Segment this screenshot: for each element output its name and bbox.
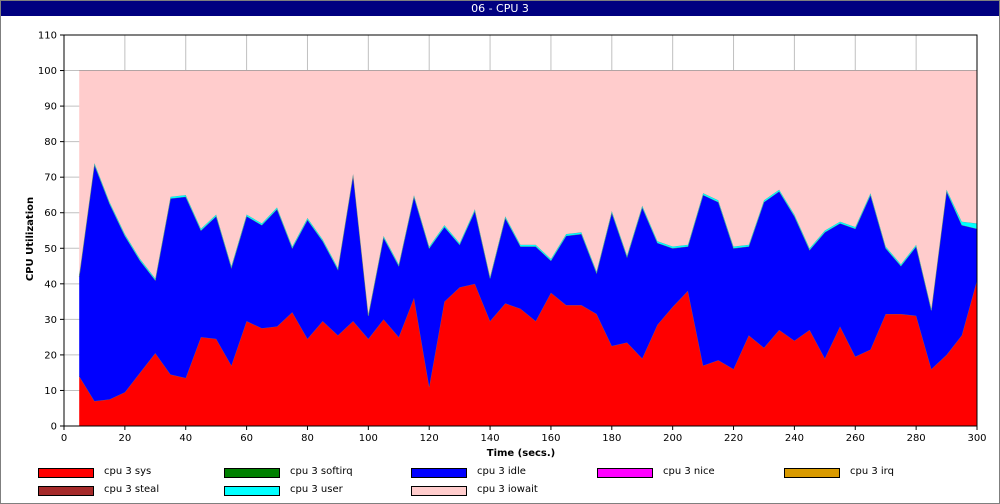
window-title: 06 - CPU 3	[1, 1, 999, 16]
area-cpu-3-idle	[79, 164, 977, 402]
y-tick-label: 30	[44, 315, 57, 326]
x-tick-label: 280	[907, 433, 926, 444]
x-tick-label: 60	[240, 433, 253, 444]
cpu-utilization-chart: 0 10 20 30 40 50 60 70 80 90 100 110 0 20 40 60 80 100 120…	[25, 31, 987, 460]
y-axis-title: CPU Utilization	[25, 197, 36, 281]
legend-swatch	[38, 486, 94, 496]
legend-label: cpu 3 sys	[104, 466, 152, 477]
x-tick-label: 180	[602, 433, 621, 444]
legend-label: cpu 3 idle	[477, 466, 526, 477]
legend-label: cpu 3 steal	[104, 484, 160, 495]
legend-swatch	[224, 486, 280, 496]
legend-label: cpu 3 irq	[850, 466, 894, 477]
legend-swatch	[784, 468, 840, 478]
x-tick-label: 160	[541, 433, 560, 444]
y-tick-label: 70	[44, 173, 57, 184]
y-tick-label: 100	[38, 66, 57, 77]
x-tick-label: 40	[179, 433, 192, 444]
y-tick-label: 90	[44, 102, 57, 113]
x-tick-label: 260	[846, 433, 865, 444]
x-axis-title: Time (secs.)	[487, 448, 556, 459]
x-tick-label: 220	[724, 433, 743, 444]
y-tick-label: 0	[51, 422, 57, 433]
x-tick-label: 200	[663, 433, 682, 444]
y-tick-label: 80	[44, 137, 57, 148]
x-tick-label: 100	[359, 433, 378, 444]
legend-label: cpu 3 softirq	[290, 466, 353, 477]
x-tick-label: 300	[967, 433, 986, 444]
legend-label: cpu 3 nice	[663, 466, 715, 477]
x-tick-label: 140	[481, 433, 500, 444]
area-cpu-3-sys	[79, 280, 977, 426]
y-tick-label: 50	[44, 244, 57, 255]
legend-swatch	[597, 468, 653, 478]
legend-label: cpu 3 user	[290, 484, 343, 495]
x-tick-label: 0	[61, 433, 67, 444]
legend-swatch	[411, 486, 467, 496]
x-tick-label: 240	[785, 433, 804, 444]
x-tick-label: 120	[420, 433, 439, 444]
plot-border	[63, 34, 978, 427]
y-tick-label: 110	[38, 31, 57, 42]
legend-swatch	[224, 468, 280, 478]
y-tick-label: 40	[44, 279, 57, 290]
y-tick-label: 20	[44, 350, 57, 361]
legend-swatch	[411, 468, 467, 478]
area-cpu-3-iowait	[79, 70, 977, 315]
x-tick-label: 20	[118, 433, 131, 444]
legend: cpu 3 sys cpu 3 softirq cpu 3 idle cpu 3 ni…	[0, 462, 1000, 502]
y-tick-label: 60	[44, 208, 57, 219]
x-tick-label: 80	[301, 433, 314, 444]
y-tick-label: 10	[44, 386, 57, 397]
legend-label: cpu 3 iowait	[477, 484, 538, 495]
legend-swatch	[38, 468, 94, 478]
